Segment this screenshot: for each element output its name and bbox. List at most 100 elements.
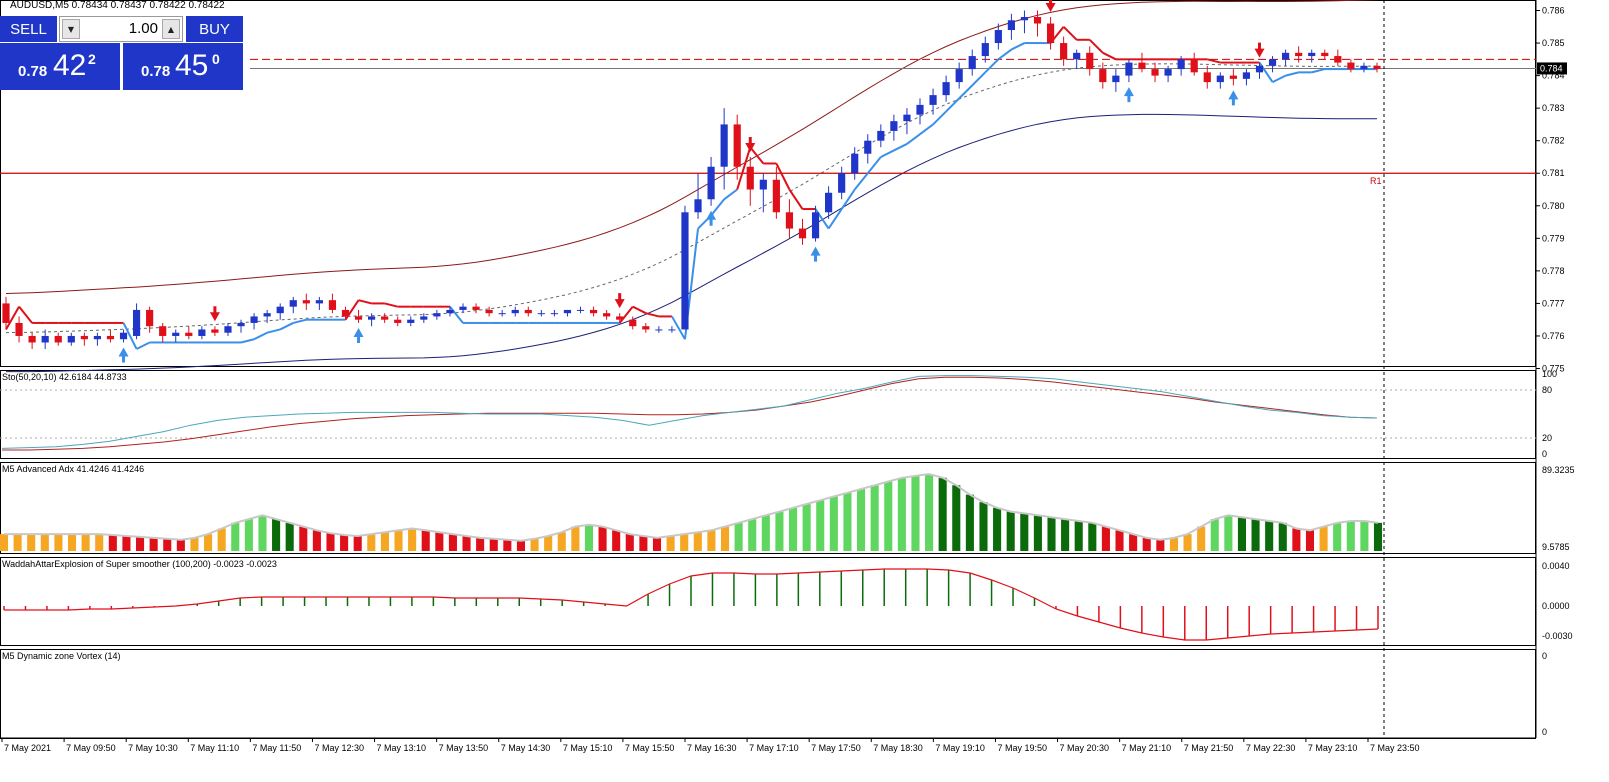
adx-bar bbox=[448, 534, 457, 551]
adx-bar bbox=[693, 532, 702, 551]
adx-bar bbox=[272, 519, 281, 551]
adx-bar bbox=[1061, 519, 1070, 551]
adx-bar bbox=[244, 519, 253, 551]
trailing-stop-segment bbox=[293, 318, 307, 324]
one-click-trading-panel: SELL ▼ 1.00 ▲ BUY 0.78 42 2 0.78 45 0 bbox=[0, 16, 244, 90]
candle-body bbox=[289, 300, 297, 307]
trailing-stop-segment bbox=[240, 338, 255, 344]
candle-body bbox=[798, 228, 807, 239]
time-tick-label: 7 May 10:30 bbox=[128, 743, 178, 753]
adx-bar bbox=[149, 537, 158, 551]
candle-body bbox=[54, 335, 62, 343]
time-tick-label: 7 May 14:30 bbox=[501, 743, 551, 753]
adx-bar bbox=[1333, 522, 1342, 551]
candle-body bbox=[929, 95, 937, 105]
candle-body bbox=[1334, 56, 1342, 63]
time-tick-label: 7 May 19:50 bbox=[997, 743, 1047, 753]
adx-bar bbox=[775, 511, 784, 551]
adx-bar bbox=[1047, 517, 1056, 551]
sell-arrow-icon bbox=[614, 293, 625, 309]
waddah-tick-label: 0.0000 bbox=[1542, 601, 1570, 611]
candle-body bbox=[1360, 65, 1368, 70]
trailing-stop-segment bbox=[645, 312, 660, 318]
adx-bar bbox=[639, 535, 648, 551]
candle-body bbox=[1373, 65, 1381, 70]
adx-bar bbox=[1346, 520, 1355, 551]
adx-bar bbox=[1251, 519, 1260, 551]
candle-body bbox=[629, 319, 637, 327]
candle-body bbox=[1242, 72, 1251, 79]
adx-bar bbox=[1115, 530, 1124, 551]
adx-bar bbox=[13, 534, 22, 551]
time-tick-label: 7 May 18:30 bbox=[873, 743, 923, 753]
candle-body bbox=[394, 319, 402, 323]
adx-bar bbox=[435, 532, 444, 551]
trailing-stop-segment bbox=[853, 172, 869, 191]
lot-decrease-button[interactable]: ▼ bbox=[62, 19, 80, 39]
current-price-label: 0.784 bbox=[1540, 63, 1563, 73]
candle-body bbox=[1216, 75, 1224, 83]
price-tick-label: 0.786 bbox=[1542, 6, 1565, 16]
buy-price-pips: 45 bbox=[175, 49, 209, 82]
candle-body bbox=[211, 329, 219, 333]
candle-body bbox=[1164, 69, 1172, 76]
sell-quote[interactable]: 0.78 42 2 bbox=[0, 43, 120, 90]
candle-body bbox=[1229, 75, 1237, 79]
adx-bar bbox=[217, 528, 226, 551]
candle-body bbox=[498, 313, 506, 315]
adx-bar bbox=[1373, 522, 1383, 551]
candle-body bbox=[28, 335, 36, 343]
lot-size-field[interactable]: ▼ 1.00 ▲ bbox=[59, 16, 183, 42]
buy-arrow-icon bbox=[353, 327, 364, 343]
buy-quote[interactable]: 0.78 45 0 bbox=[123, 43, 243, 90]
adx-bar bbox=[666, 535, 675, 551]
trailing-stop-segment bbox=[632, 305, 647, 315]
buy-arrow-icon bbox=[118, 347, 129, 363]
band-upper-line bbox=[5, 0, 1378, 294]
sell-price-pips: 42 bbox=[53, 49, 87, 82]
time-tick-label: 7 May 09:50 bbox=[66, 743, 116, 753]
trailing-stop-segment bbox=[997, 48, 1012, 61]
trailing-stop-segment bbox=[945, 97, 960, 113]
sell-price-big: 0.78 bbox=[18, 63, 48, 80]
buy-button[interactable]: BUY bbox=[186, 16, 243, 42]
adx-bar bbox=[965, 494, 974, 551]
adx-bar bbox=[81, 534, 90, 551]
adx-bar bbox=[299, 526, 308, 551]
lot-increase-button[interactable]: ▲ bbox=[162, 19, 180, 39]
adx-bar bbox=[135, 536, 145, 551]
adx-bar bbox=[612, 530, 621, 551]
adx-bar bbox=[625, 534, 634, 551]
candle-body bbox=[328, 300, 337, 310]
candle-body bbox=[772, 179, 780, 213]
vortex-tick-label: 0 bbox=[1542, 727, 1547, 737]
candle-body bbox=[733, 124, 741, 167]
lot-size-value[interactable]: 1.00 bbox=[128, 20, 158, 37]
adx-title: M5 Advanced Adx 41.4246 41.4246 bbox=[2, 464, 144, 474]
trailing-stop-segment bbox=[253, 331, 268, 341]
adx-bar bbox=[802, 504, 811, 551]
band-basis-line bbox=[5, 63, 1378, 334]
adx-bar bbox=[748, 519, 757, 551]
trailing-stop-segment bbox=[788, 188, 804, 210]
sell-arrow-icon bbox=[1045, 0, 1056, 13]
waddah-tick-label: 0.0040 bbox=[1542, 561, 1570, 571]
adx-bar bbox=[108, 535, 117, 551]
time-tick-label: 7 May 2021 bbox=[4, 743, 51, 753]
candle-body bbox=[263, 313, 271, 317]
candle-body bbox=[1177, 59, 1185, 70]
adx-bar bbox=[516, 540, 525, 551]
adx-envelope-line bbox=[4, 472, 1379, 542]
adx-bar bbox=[1006, 511, 1015, 551]
adx-bar bbox=[557, 532, 566, 551]
price-tick-label: 0.785 bbox=[1542, 38, 1565, 48]
sell-button[interactable]: SELL bbox=[0, 16, 57, 42]
trailing-stop-segment bbox=[266, 328, 281, 334]
candle-body bbox=[354, 316, 363, 320]
trailing-stop-segment bbox=[384, 302, 398, 308]
band-lower-line bbox=[6, 113, 1378, 373]
candle-body bbox=[146, 309, 154, 327]
time-tick-label: 7 May 23:50 bbox=[1370, 743, 1420, 753]
time-tick-label: 7 May 11:10 bbox=[190, 743, 239, 753]
time-tick-label: 7 May 16:30 bbox=[687, 743, 737, 753]
